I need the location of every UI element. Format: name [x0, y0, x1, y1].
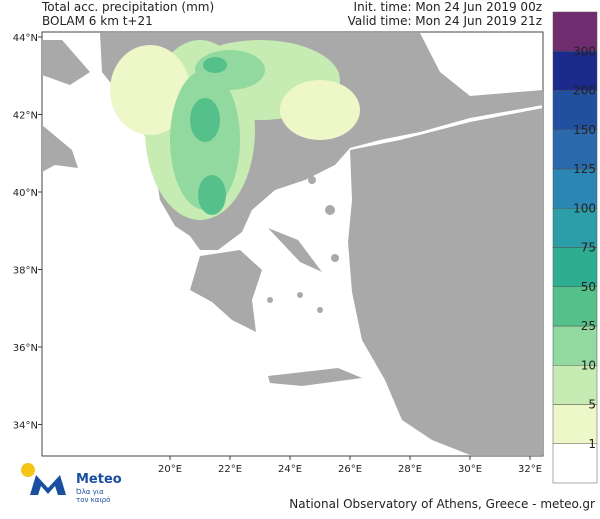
lat-label: 38°N: [13, 266, 38, 277]
colorbar-box: [552, 51, 598, 91]
colorbar-label: 200: [573, 84, 596, 98]
colorbar-box: [552, 168, 598, 209]
land: [42, 125, 78, 172]
colorbar-box: [552, 90, 598, 130]
lon-label: 30°E: [458, 464, 482, 475]
colorbar-box: [552, 286, 598, 327]
colorbar-box: [552, 404, 598, 444]
lon-label: 20°E: [158, 464, 182, 475]
lon-label: 28°E: [398, 464, 422, 475]
colorbar-label: 5: [588, 398, 596, 412]
colorbar-label: 50: [581, 280, 596, 294]
land: [268, 228, 322, 272]
colorbar-box: [552, 247, 598, 287]
lon-label: 22°E: [218, 464, 242, 475]
logo-tagline: Όλα για: [75, 488, 104, 496]
lon-label: 32°E: [518, 464, 542, 475]
land: [42, 40, 90, 85]
lat-label: 42°N: [13, 111, 38, 122]
colorbar-label: 10: [581, 358, 596, 372]
logo-tagline: τον καιρό: [76, 496, 110, 504]
lat-label: 40°N: [13, 188, 38, 199]
land: [190, 250, 262, 332]
map: [41, 31, 544, 457]
land: [268, 368, 362, 386]
logo: Meteo Όλα για τον καιρό: [21, 463, 122, 504]
colorbar-label: 300: [573, 44, 596, 58]
colorbar-label: 125: [573, 162, 596, 176]
lat-label: 36°N: [13, 343, 38, 354]
footer: National Observatory of Athens, Greece -…: [289, 497, 595, 511]
colorbar-box: [552, 365, 598, 405]
title: Total acc. precipitation (mm): [41, 0, 214, 14]
colorbar-label: 150: [573, 123, 596, 137]
colorbar-box: [552, 11, 598, 52]
colorbar-label: 100: [573, 201, 596, 215]
valid-time: Valid time: Mon 24 Jun 2019 21z: [348, 14, 542, 28]
lon-label: 24°E: [278, 464, 302, 475]
colorbar-label: 75: [581, 241, 596, 255]
land: [348, 108, 543, 455]
colorbar-box: [552, 208, 598, 248]
precipitation: [110, 40, 360, 220]
lat-label: 34°N: [13, 421, 38, 432]
colorbar-label: 1: [588, 437, 596, 451]
model: BOLAM 6 km t+21: [42, 14, 153, 28]
colorbar-label: 25: [581, 319, 596, 333]
islands: [267, 176, 394, 349]
lon-label: 26°E: [338, 464, 362, 475]
logo-name: Meteo: [76, 472, 122, 487]
lat-label: 44°N: [13, 33, 38, 44]
colorbar-box: [552, 325, 598, 366]
init-time: Init. time: Mon 24 Jun 2019 00z: [354, 0, 542, 14]
